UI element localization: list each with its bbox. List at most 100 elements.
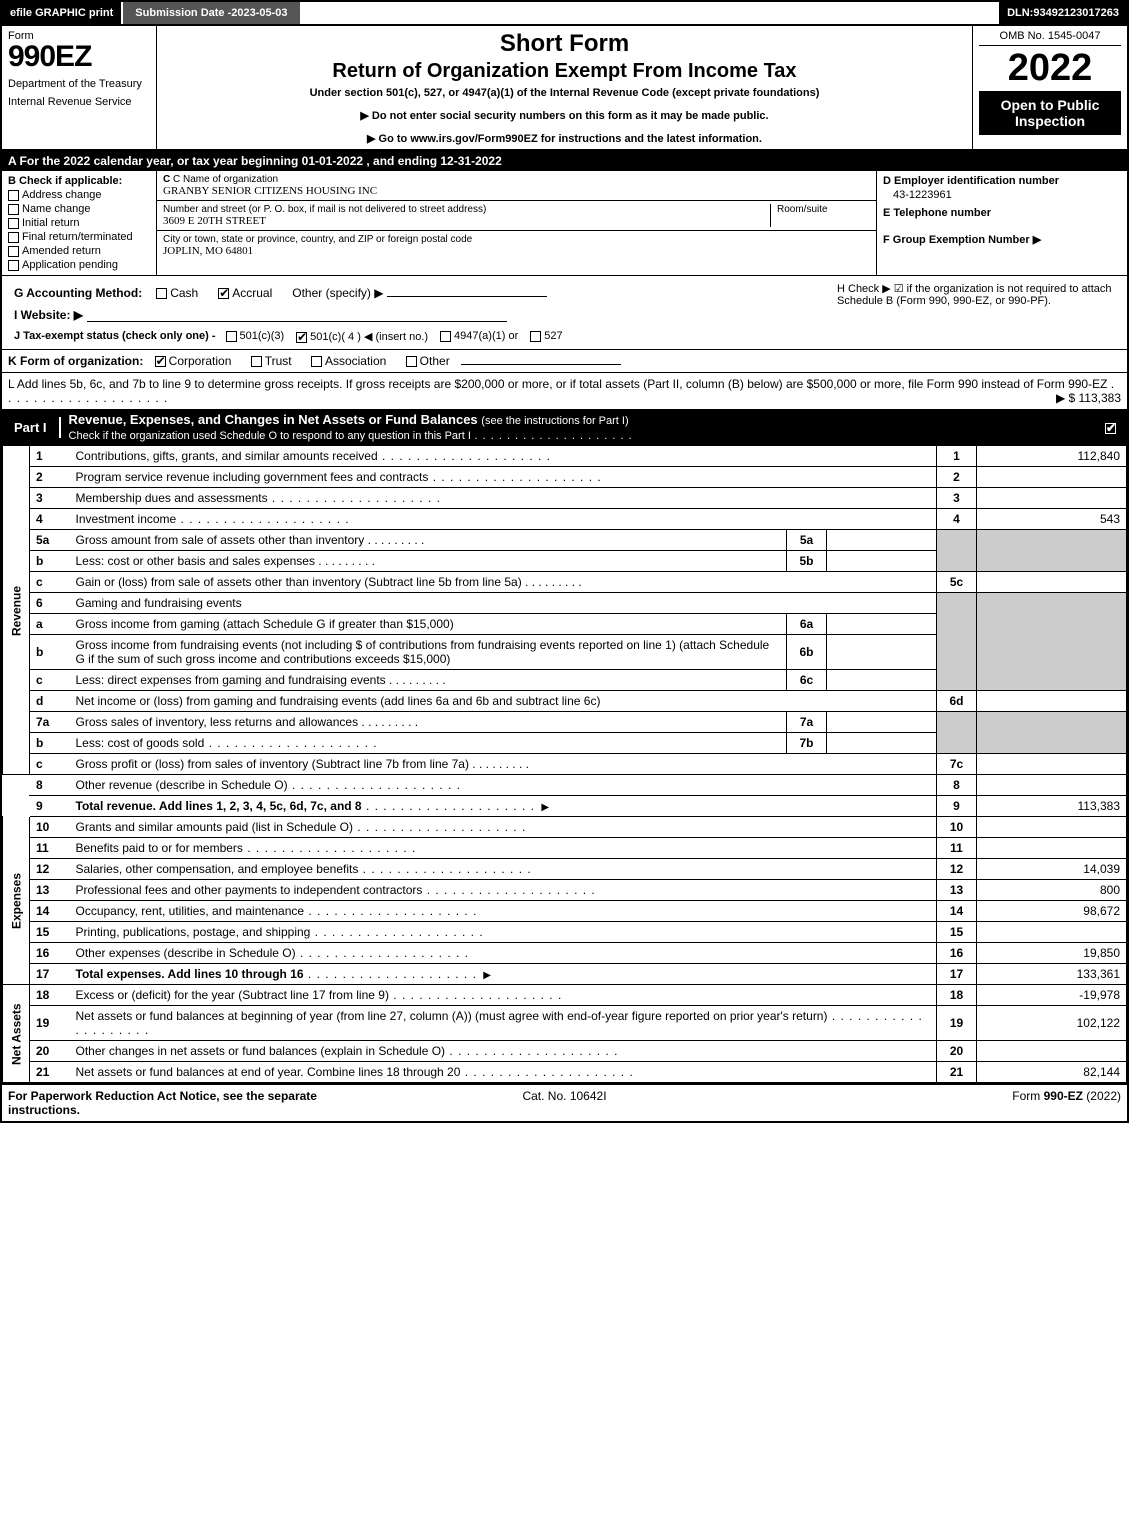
g-cash[interactable]: Cash xyxy=(156,286,198,300)
row-1: Revenue 1 Contributions, gifts, grants, … xyxy=(3,446,1127,467)
row-5a: 5a Gross amount from sale of assets othe… xyxy=(3,530,1127,551)
row-21: 21 Net assets or fund balances at end of… xyxy=(3,1062,1127,1083)
desc-9: Total revenue. Add lines 1, 2, 3, 4, 5c,… xyxy=(76,799,362,813)
desc-6b: Gross income from fundraising events (no… xyxy=(76,638,770,666)
i-input[interactable] xyxy=(87,308,507,322)
g-accrual[interactable]: Accrual xyxy=(218,286,272,300)
num-19: 19 xyxy=(937,1006,977,1041)
desc-7b: Less: cost of goods sold xyxy=(76,736,205,750)
ln-9: 9 xyxy=(30,796,70,817)
subdate-value: 2023-05-03 xyxy=(231,7,287,19)
dept-1: Department of the Treasury xyxy=(8,78,150,90)
ln-2: 2 xyxy=(30,467,70,488)
ln-13: 13 xyxy=(30,880,70,901)
c-name-row: C C Name of organization GRANBY SENIOR C… xyxy=(157,171,876,201)
submission-date: Submission Date - 2023-05-03 xyxy=(121,2,299,24)
num-12: 12 xyxy=(937,859,977,880)
topbar-spacer xyxy=(300,2,1000,24)
j-o1[interactable]: 501(c)(3) xyxy=(226,330,285,343)
row-7c: c Gross profit or (loss) from sales of i… xyxy=(3,754,1127,775)
sval-7a xyxy=(827,712,937,733)
num-5c: 5c xyxy=(937,572,977,593)
sub-6a: 6a xyxy=(787,614,827,635)
sval-5a xyxy=(827,530,937,551)
j-o3[interactable]: 4947(a)(1) or xyxy=(440,330,518,343)
num-15: 15 xyxy=(937,922,977,943)
form-header: Form 990EZ Department of the Treasury In… xyxy=(2,26,1127,151)
g-other[interactable]: Other (specify) ▶ xyxy=(292,286,547,300)
sval-6a xyxy=(827,614,937,635)
b-opt-0: Address change xyxy=(22,189,102,201)
desc-7c: Gross profit or (loss) from sales of inv… xyxy=(76,757,469,771)
b-opt-amended[interactable]: Amended return xyxy=(8,245,150,257)
subdate-label: Submission Date - xyxy=(135,7,231,19)
val-13: 800 xyxy=(977,880,1127,901)
num-20: 20 xyxy=(937,1041,977,1062)
ln-7c: c xyxy=(30,754,70,775)
ln-19: 19 xyxy=(30,1006,70,1041)
ln-16: 16 xyxy=(30,943,70,964)
goto-link[interactable]: ▶ Go to www.irs.gov/Form990EZ for instru… xyxy=(167,132,962,145)
val-7c xyxy=(977,754,1127,775)
g-label: G Accounting Method: xyxy=(14,286,142,300)
num-17: 17 xyxy=(937,964,977,985)
l-amount: ▶ $ 113,383 xyxy=(1056,391,1121,405)
ln-20: 20 xyxy=(30,1041,70,1062)
desc-7a: Gross sales of inventory, less returns a… xyxy=(76,715,359,729)
k-o4[interactable]: Other xyxy=(406,354,450,368)
num-16: 16 xyxy=(937,943,977,964)
num-2: 2 xyxy=(937,467,977,488)
dept-2: Internal Revenue Service xyxy=(8,96,150,108)
desc-6: Gaming and fundraising events xyxy=(76,596,242,610)
b-opt-pending[interactable]: Application pending xyxy=(8,259,150,271)
row-3: 3 Membership dues and assessments 3 xyxy=(3,488,1127,509)
desc-13: Professional fees and other payments to … xyxy=(76,883,423,897)
org-name: GRANBY SENIOR CITIZENS HOUSING INC xyxy=(163,185,870,197)
goto-text: ▶ Go to www.irs.gov/Form990EZ for instru… xyxy=(367,133,762,145)
desc-5b: Less: cost or other basis and sales expe… xyxy=(76,554,315,568)
g-accrual-label: Accrual xyxy=(232,286,272,300)
b-opt-initial[interactable]: Initial return xyxy=(8,217,150,229)
efile-print-button[interactable]: efile GRAPHIC print xyxy=(2,2,121,24)
b-opt-name[interactable]: Name change xyxy=(8,203,150,215)
k-o3[interactable]: Association xyxy=(311,354,386,368)
shade-5 xyxy=(937,530,977,572)
ln-10: 10 xyxy=(30,817,70,838)
bcdef-block: B Check if applicable: Address change Na… xyxy=(2,171,1127,276)
i-row: I Website: ▶ xyxy=(8,304,1121,326)
footer-left: For Paperwork Reduction Act Notice, see … xyxy=(8,1089,379,1117)
line-a: A For the 2022 calendar year, or tax yea… xyxy=(2,151,1127,171)
b-opt-address[interactable]: Address change xyxy=(8,189,150,201)
d-label: D Employer identification number xyxy=(883,175,1121,187)
desc-14: Occupancy, rent, utilities, and maintena… xyxy=(76,904,305,918)
ln-15: 15 xyxy=(30,922,70,943)
desc-10: Grants and similar amounts paid (list in… xyxy=(76,820,353,834)
j-row: J Tax-exempt status (check only one) - 5… xyxy=(8,326,1121,347)
val-15 xyxy=(977,922,1127,943)
form-number: 990EZ xyxy=(8,42,150,72)
row-16: 16 Other expenses (describe in Schedule … xyxy=(3,943,1127,964)
num-7c: 7c xyxy=(937,754,977,775)
part-i-check[interactable] xyxy=(1097,417,1127,438)
c-city-row: City or town, state or province, country… xyxy=(157,231,876,260)
val-3 xyxy=(977,488,1127,509)
revenue-table: Revenue 1 Contributions, gifts, grants, … xyxy=(2,445,1127,1083)
desc-16: Other expenses (describe in Schedule O) xyxy=(76,946,296,960)
sval-7b xyxy=(827,733,937,754)
dln-label: DLN: xyxy=(1007,7,1033,19)
j-o2[interactable]: 501(c)( 4 ) ◀ (insert no.) xyxy=(296,330,428,343)
k-o1[interactable]: Corporation xyxy=(155,354,232,368)
ln-8: 8 xyxy=(30,775,70,796)
k-row: K Form of organization: Corporation Trus… xyxy=(2,349,1127,373)
row-17: 17 Total expenses. Add lines 10 through … xyxy=(3,964,1127,985)
b-opt-final[interactable]: Final return/terminated xyxy=(8,231,150,243)
j-o4[interactable]: 527 xyxy=(530,330,562,343)
part-i-title: Revenue, Expenses, and Changes in Net As… xyxy=(69,412,478,427)
k-o2[interactable]: Trust xyxy=(251,354,292,368)
row-13: 13 Professional fees and other payments … xyxy=(3,880,1127,901)
b-opt-4: Amended return xyxy=(22,245,101,257)
part-i-sub: (see the instructions for Part I) xyxy=(481,415,628,427)
ln-17: 17 xyxy=(30,964,70,985)
row-18: Net Assets 18 Excess or (deficit) for th… xyxy=(3,985,1127,1006)
desc-2: Program service revenue including govern… xyxy=(76,470,429,484)
